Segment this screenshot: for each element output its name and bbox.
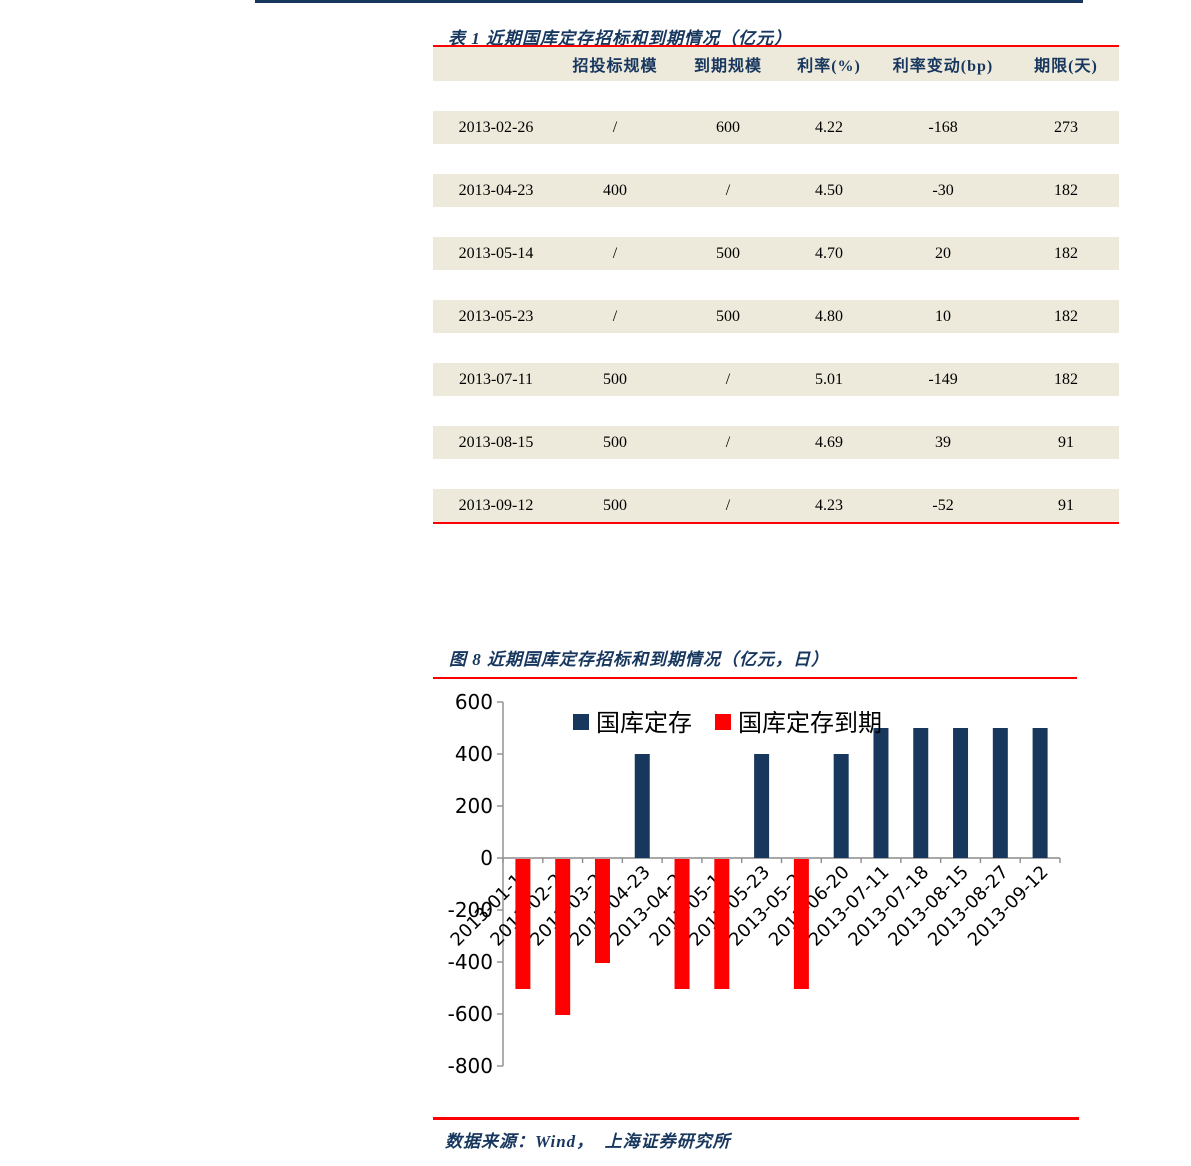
legend-swatch — [573, 714, 589, 730]
chart-bar — [515, 859, 531, 989]
table-header-cell: 招投标规模 — [572, 58, 658, 75]
chart-bar — [953, 728, 969, 858]
chart-bar — [594, 859, 610, 963]
table-row: 2013-09-12 500 / 4.23 -52 91 — [433, 489, 1119, 522]
table-cell: 2013-08-15 — [458, 433, 534, 451]
table-row: 2013-04-23 400 / 4.50 -30 182 — [433, 174, 1119, 207]
chart-bar — [992, 728, 1008, 858]
y-tick-label: -600 — [448, 1002, 493, 1026]
table-cell: -52 — [932, 496, 954, 514]
table-cell: -168 — [928, 118, 958, 136]
y-tick-label: 0 — [480, 846, 493, 870]
table-cell: 273 — [1053, 118, 1078, 136]
table-cell: 91 — [1057, 433, 1074, 451]
table-cell: 91 — [1057, 496, 1074, 514]
deposit-table: 招投标规模 到期规模 利率(%) 利率变动(bp) 期限(天) 2013-02-26 / 6… — [433, 45, 1119, 524]
table-cell: 2013-05-14 — [458, 244, 534, 262]
table-cell: 20 — [935, 244, 952, 262]
table-cell: 5.01 — [815, 370, 844, 388]
legend-label: 国库定存 — [596, 710, 692, 737]
table-cell: 500 — [716, 307, 741, 325]
y-tick-label: -800 — [448, 1054, 493, 1078]
table-cell: / — [612, 118, 618, 136]
table-cell: 500 — [603, 496, 628, 514]
table-cell: -149 — [928, 370, 958, 388]
chart-bar — [913, 728, 929, 858]
table-cell: 182 — [1053, 181, 1078, 199]
table-cell: 2013-07-11 — [458, 370, 534, 388]
table-body: 2013-02-26 / 600 4.22 -168 273 2013-04-23 400 / 4… — [433, 111, 1119, 522]
table-header-cell: 利率(%) — [797, 58, 861, 75]
y-tick-label: 400 — [455, 742, 493, 766]
table-header-row: 招投标规模 到期规模 利率(%) 利率变动(bp) 期限(天) — [433, 47, 1119, 81]
table-cell: 4.23 — [815, 496, 844, 514]
chart-bar — [674, 859, 690, 989]
footer-rule — [433, 1117, 1079, 1120]
chart-bar — [714, 859, 730, 989]
table-row: 2013-02-26 / 600 4.22 -168 273 — [433, 111, 1119, 144]
table-cell: 10 — [935, 307, 952, 325]
table-row: 2013-08-15 500 / 4.69 39 91 — [433, 426, 1119, 459]
table-cell: -30 — [932, 181, 954, 199]
chart-area: 600 400 200 0 -200 -400 -600 -800 2013-01-17 2013… — [443, 690, 1077, 1082]
chart-title-rule — [433, 677, 1077, 679]
table-rule-bottom — [433, 522, 1119, 524]
y-tick-label: -400 — [448, 950, 493, 974]
table-cell: / — [725, 433, 731, 451]
table-cell: 4.50 — [815, 181, 844, 199]
table-row: 2013-07-11 500 / 5.01 -149 182 — [433, 363, 1119, 396]
table-cell: 500 — [603, 433, 628, 451]
y-tick-label: -200 — [448, 898, 493, 922]
y-tick-label: 200 — [455, 794, 493, 818]
table-cell: 4.22 — [815, 118, 844, 136]
chart-bar — [1032, 728, 1048, 858]
table-cell: 182 — [1053, 370, 1078, 388]
table-cell: 2013-04-23 — [458, 181, 534, 199]
table-cell: 2013-09-12 — [458, 496, 534, 514]
table-cell: 400 — [603, 181, 628, 199]
table-cell: 4.80 — [815, 307, 844, 325]
data-source-note: 数据来源：Wind， 上海证券研究所 — [445, 1132, 731, 1151]
table-header-cell: 期限(天) — [1034, 58, 1098, 75]
table-header-cell: 利率变动(bp) — [892, 58, 994, 75]
page-top-divider — [255, 0, 1083, 3]
table-cell: / — [725, 370, 731, 388]
table-cell: / — [612, 307, 618, 325]
table-row: 2013-05-23 / 500 4.80 10 182 — [433, 300, 1119, 333]
chart-bar — [793, 859, 809, 989]
table-cell: 600 — [716, 118, 741, 136]
table-cell: 4.70 — [815, 244, 844, 262]
table-cell: 182 — [1053, 244, 1078, 262]
chart-bar — [555, 859, 571, 1015]
chart-bar — [833, 754, 849, 858]
table-cell: 182 — [1053, 307, 1078, 325]
table-cell: 500 — [603, 370, 628, 388]
table-header-cell: 到期规模 — [694, 58, 763, 75]
chart-bar — [634, 754, 650, 858]
table-cell: 39 — [935, 433, 952, 451]
legend-label: 国库定存到期 — [738, 710, 882, 737]
chart-bar — [754, 754, 770, 858]
table-cell: 2013-05-23 — [458, 307, 534, 325]
table-cell: 2013-02-26 — [458, 118, 534, 136]
table-cell: 4.69 — [815, 433, 844, 451]
table-rule-top — [433, 45, 1119, 47]
chart-title: 图 8 近期国库定存招标和到期情况（亿元，日） — [449, 650, 829, 669]
y-tick-label: 600 — [455, 690, 493, 714]
table-cell: / — [725, 496, 731, 514]
table-cell: 500 — [716, 244, 741, 262]
table-title: 表 1 近期国库定存招标和到期情况（亿元） — [448, 29, 792, 48]
table-row: 2013-05-14 / 500 4.70 20 182 — [433, 237, 1119, 270]
chart-bar — [873, 728, 889, 858]
legend-swatch — [715, 714, 731, 730]
table-cell: / — [725, 181, 731, 199]
bar-chart-canvas: 6004002000-200-400-600-8002013-01-172013… — [447, 690, 1061, 1078]
table-cell: / — [612, 244, 618, 262]
